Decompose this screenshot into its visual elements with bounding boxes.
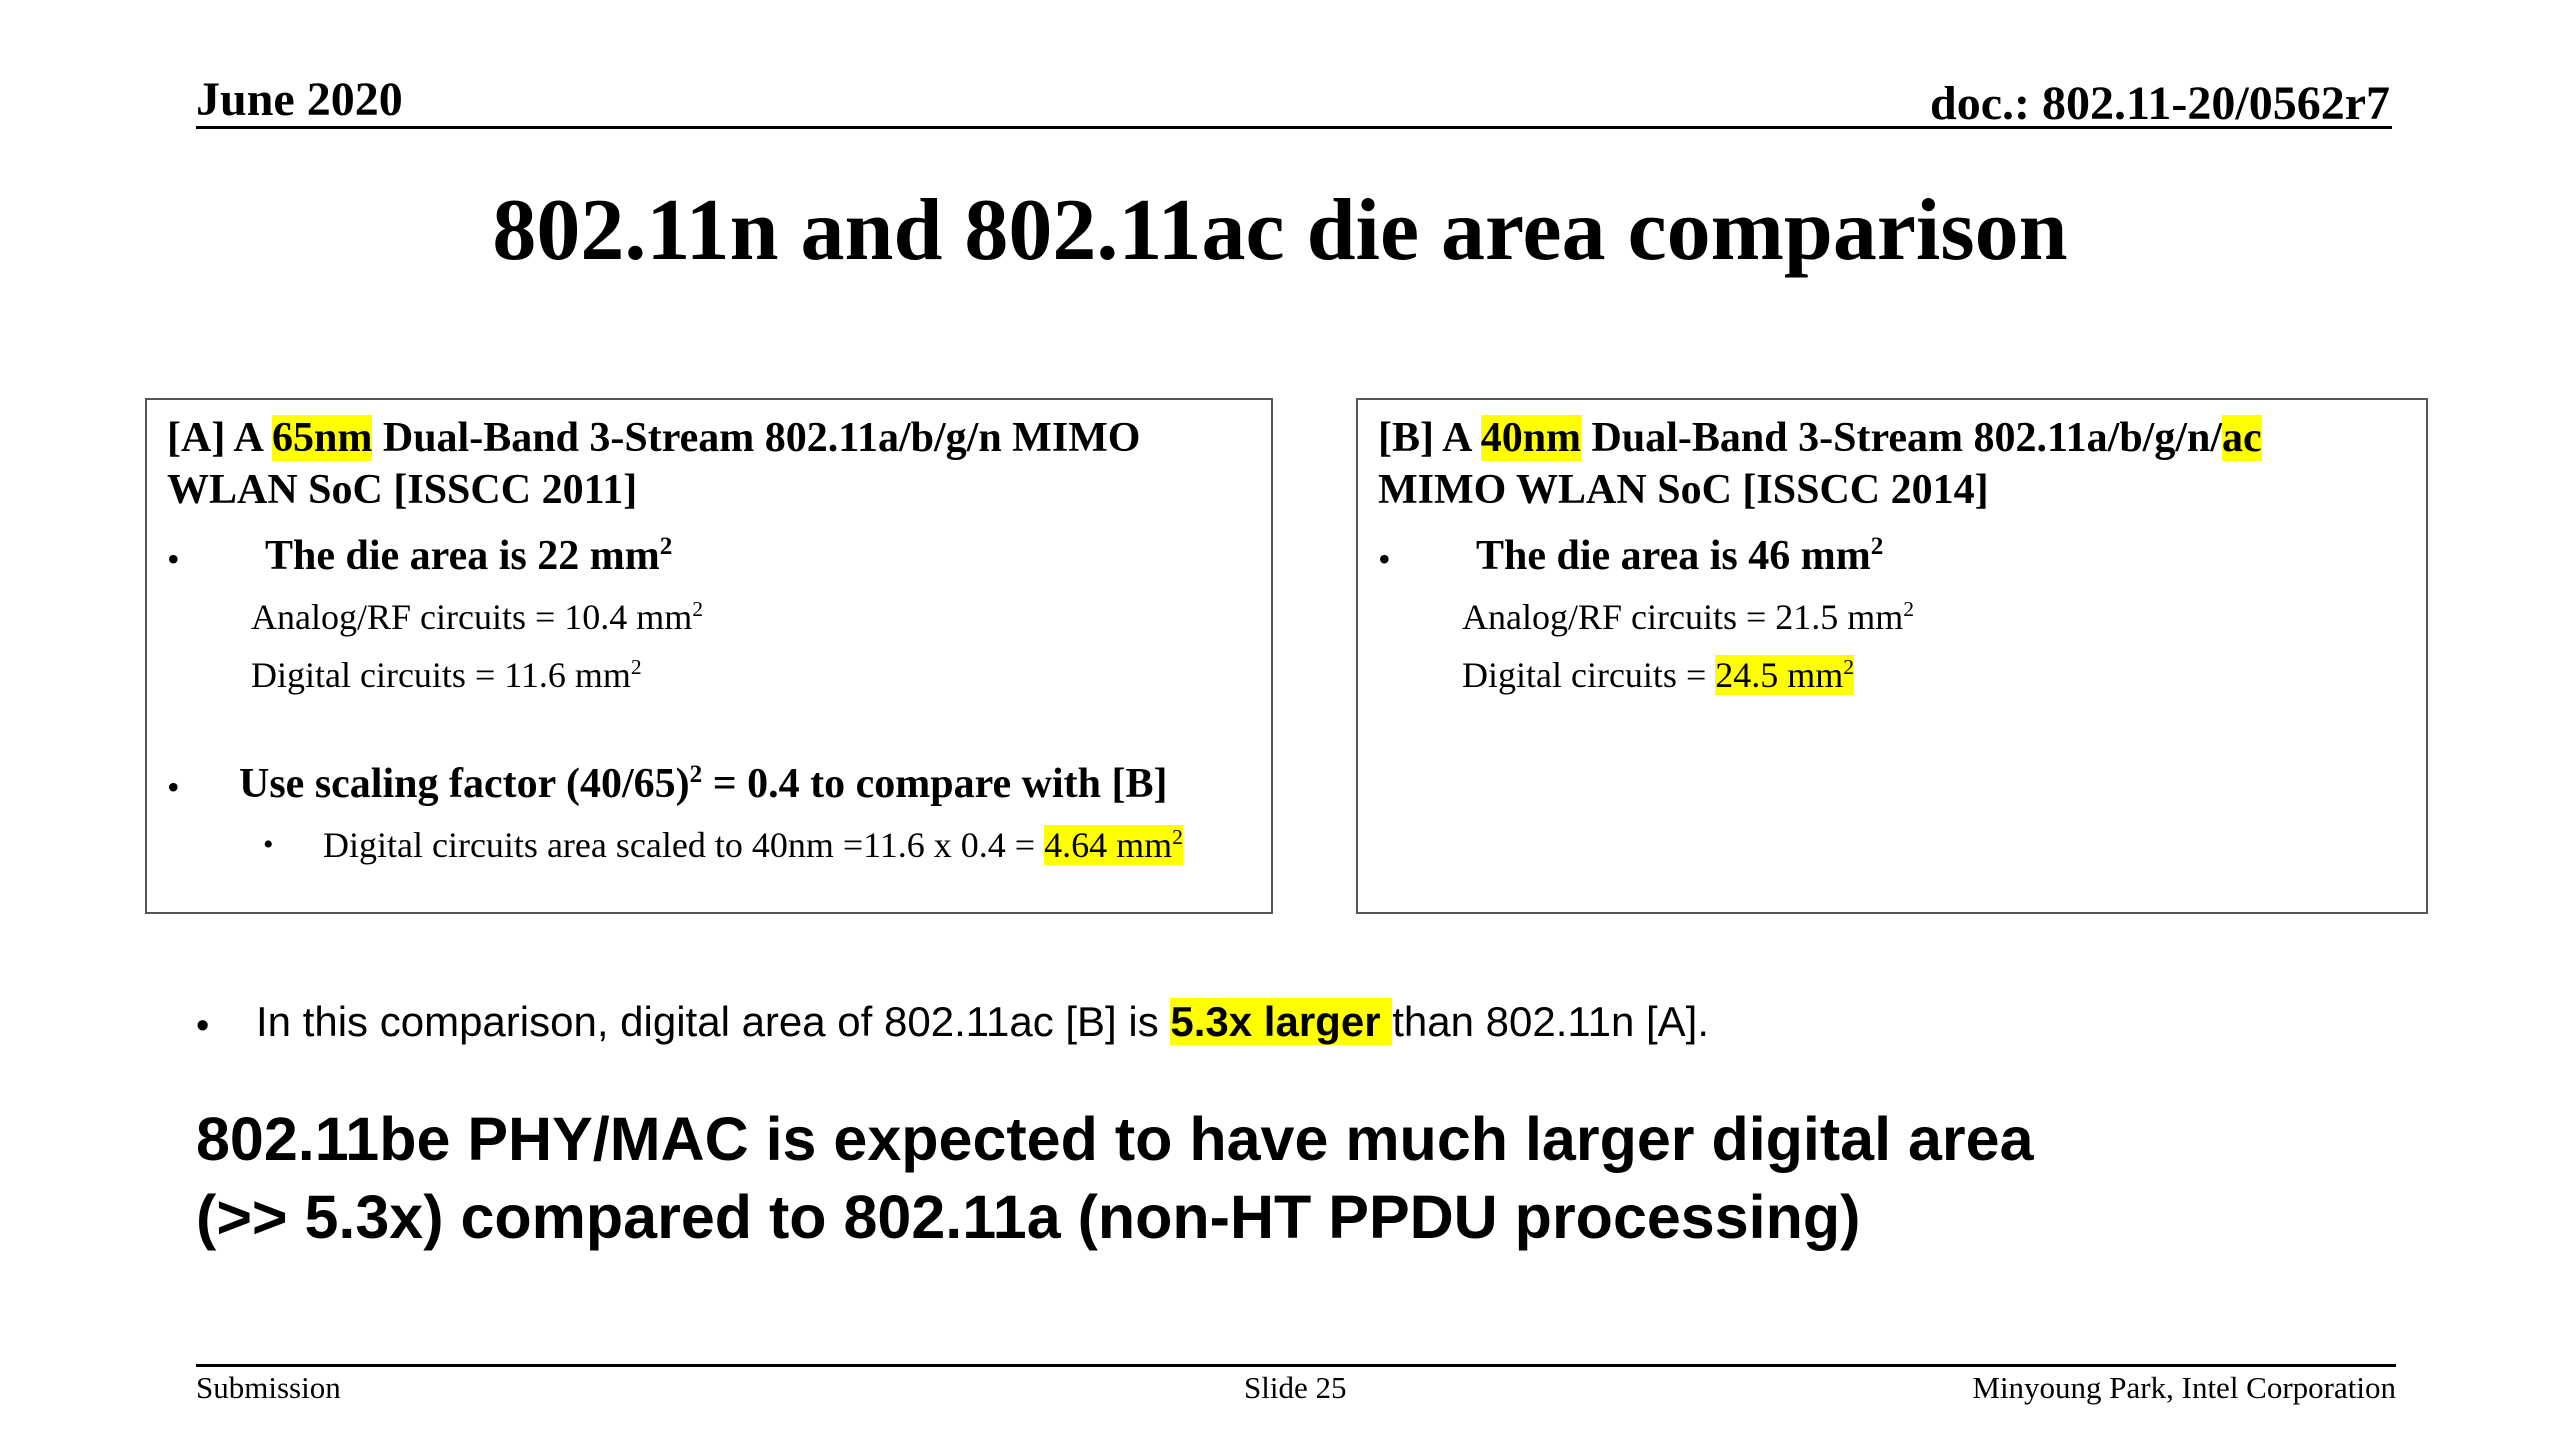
box-a-title: [A] A 65nm Dual-Band 3-Stream 802.11a/b/… <box>167 415 1141 513</box>
box-a-digital: Digital circuits = 11.6 mm2 <box>251 655 642 695</box>
comparison-highlight: 5.3x larger <box>1170 998 1393 1045</box>
box-b-process-highlight: 40nm <box>1480 415 1582 461</box>
comparison-statement: In this comparison, digital area of 802.… <box>256 998 1710 1045</box>
box-a: [A] A 65nm Dual-Band 3-Stream 802.11a/b/… <box>145 398 1273 914</box>
box-a-scaling: Use scaling factor (40/65)2 = 0.4 to com… <box>239 761 1168 807</box>
bullet-dot: • <box>167 539 180 579</box>
box-b-analog: Analog/RF circuits = 21.5 mm2 <box>1462 597 1915 637</box>
box-b-ac-highlight: ac <box>2222 415 2262 461</box>
header-date: June 2020 <box>196 73 403 126</box>
header-doc-number: doc.: 802.11-20/0562r7 <box>1930 77 2390 130</box>
footer-author: Minyoung Park, Intel Corporation <box>1972 1370 2396 1405</box>
conclusion: 802.11be PHY/MAC is expected to have muc… <box>196 1100 2396 1256</box>
box-b-title: [B] A 40nm Dual-Band 3-Stream 802.11a/b/… <box>1378 415 2262 513</box>
box-a-scaled: Digital circuits area scaled to 40nm =11… <box>323 825 1183 865</box>
box-b-die-area: The die area is 46 mm2 <box>1476 533 1884 579</box>
box-a-process-highlight: 65nm <box>272 415 373 461</box>
conclusion-line-2: (>> 5.3x) compared to 802.11a (non-HT PP… <box>196 1183 1861 1251</box>
bullet-dot: • <box>196 1005 210 1047</box>
footer-submission: Submission <box>196 1370 341 1405</box>
slide-title: 802.11n and 802.11ac die area comparison <box>492 182 2068 279</box>
footer-divider <box>196 1364 2396 1367</box>
box-b-digital-highlight: 24.5 mm2 <box>1715 655 1855 695</box>
conclusion-line-1: 802.11be PHY/MAC is expected to have muc… <box>196 1105 2034 1173</box>
box-a-die-area: The die area is 22 mm2 <box>265 533 673 579</box>
bullet-dot: • <box>1378 539 1391 579</box>
header-divider <box>196 126 2392 129</box>
box-a-scaled-highlight: 4.64 mm2 <box>1044 825 1183 865</box>
box-b: [B] A 40nm Dual-Band 3-Stream 802.11a/b/… <box>1356 398 2428 914</box>
footer-slide-number: Slide 25 <box>1244 1370 1347 1405</box>
bullet-dot: • <box>167 767 180 807</box>
sub-bullet-dot: • <box>263 828 274 861</box>
box-a-analog: Analog/RF circuits = 10.4 mm2 <box>251 597 704 637</box>
box-b-digital: Digital circuits = 24.5 mm2 <box>1462 655 1855 695</box>
